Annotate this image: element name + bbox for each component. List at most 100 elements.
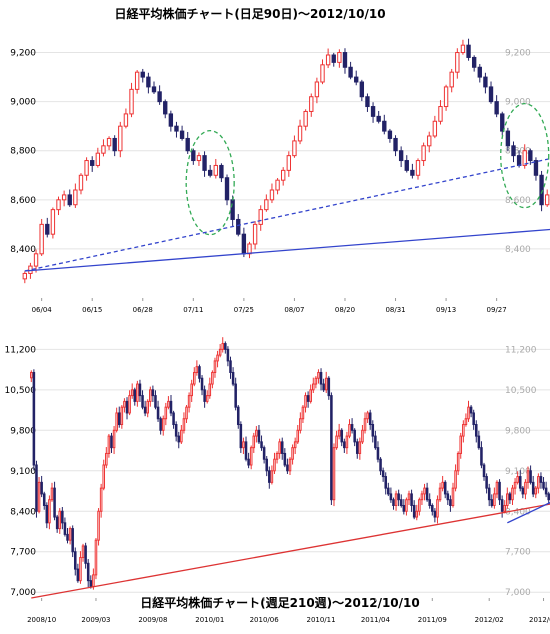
weekly-candle bbox=[412, 504, 416, 518]
weekly-candle bbox=[299, 418, 302, 431]
daily-x-tick-label: 09/13 bbox=[436, 306, 456, 314]
weekly-candle bbox=[164, 406, 168, 420]
weekly-candle bbox=[389, 493, 393, 501]
daily-candle bbox=[67, 194, 72, 206]
weekly-y-tick-label: 9,800 bbox=[10, 426, 36, 436]
daily-candle bbox=[449, 71, 454, 88]
weekly-candle bbox=[247, 458, 250, 466]
weekly-candle bbox=[436, 499, 439, 518]
daily-candle bbox=[511, 145, 516, 157]
daily-candle bbox=[118, 125, 123, 152]
weekly-candle bbox=[203, 389, 206, 402]
daily-candle bbox=[443, 86, 449, 108]
weekly-candle bbox=[368, 412, 372, 426]
weekly-candle bbox=[200, 377, 204, 391]
weekly-candle bbox=[151, 389, 155, 397]
weekly-candle bbox=[425, 487, 429, 501]
weekly-candle bbox=[30, 371, 33, 379]
weekly-candle bbox=[63, 522, 67, 535]
weekly-candle bbox=[66, 533, 69, 541]
weekly-candle bbox=[526, 470, 530, 483]
daily-candle bbox=[528, 150, 533, 162]
weekly-candle bbox=[252, 435, 256, 449]
weekly-candle bbox=[322, 383, 325, 391]
daily-candle bbox=[376, 115, 381, 122]
weekly-candle bbox=[161, 418, 165, 431]
weekly-y-tick-label: 11,200 bbox=[5, 345, 37, 355]
weekly-candle bbox=[485, 476, 488, 489]
daily-candle bbox=[455, 52, 460, 73]
weekly-candle bbox=[156, 406, 160, 420]
daily-x-tick-label: 08/31 bbox=[385, 306, 405, 314]
weekly-candle bbox=[363, 418, 367, 431]
daily-candle bbox=[494, 101, 499, 115]
daily-candle bbox=[415, 160, 421, 176]
weekly-y-tick-label-right: 8,400 bbox=[505, 507, 531, 517]
weekly-candle bbox=[172, 412, 175, 426]
weekly-candle bbox=[337, 429, 341, 437]
daily-candle bbox=[112, 137, 117, 152]
weekly-y-tick-label-right: 11,200 bbox=[505, 345, 537, 355]
weekly-candle bbox=[208, 383, 212, 397]
daily-chart-title: 日経平均株価チャート(日足90日)～2012/10/10 bbox=[114, 6, 385, 21]
daily-candle bbox=[545, 194, 550, 206]
weekly-candle bbox=[229, 360, 232, 373]
weekly-candle bbox=[542, 481, 545, 489]
weekly-candle bbox=[174, 424, 178, 437]
daily-y-tick-label: 8,600 bbox=[10, 196, 36, 206]
weekly-candle bbox=[218, 348, 222, 356]
weekly-y-tick-label-right: 10,500 bbox=[505, 386, 537, 396]
daily-candle bbox=[45, 223, 50, 235]
weekly-candle bbox=[524, 481, 527, 495]
weekly-candle bbox=[371, 424, 375, 437]
weekly-candle bbox=[477, 435, 481, 449]
weekly-candle bbox=[410, 493, 413, 506]
daily-candle bbox=[196, 155, 202, 162]
daily-candle bbox=[354, 76, 359, 83]
weekly-candle bbox=[343, 441, 346, 449]
weekly-candle bbox=[187, 395, 191, 408]
weekly-trendline bbox=[507, 501, 550, 524]
weekly-candle bbox=[273, 458, 276, 472]
weekly-x-tick-label: 2010/11 bbox=[306, 616, 335, 624]
weekly-candle bbox=[53, 487, 56, 518]
weekly-candle bbox=[451, 487, 455, 506]
weekly-x-tick-label: 2011/04 bbox=[361, 616, 391, 624]
weekly-candle bbox=[503, 504, 507, 512]
daily-candle bbox=[202, 155, 207, 171]
weekly-candle bbox=[459, 435, 463, 454]
daily-candle bbox=[106, 137, 112, 147]
weekly-candle bbox=[464, 418, 468, 426]
daily-candle bbox=[61, 194, 67, 201]
daily-candle bbox=[309, 96, 314, 112]
weekly-candle bbox=[94, 539, 98, 576]
daily-candle bbox=[314, 81, 320, 98]
daily-candle bbox=[398, 150, 404, 162]
daily-x-tick-label: 08/20 bbox=[335, 306, 355, 314]
daily-candle bbox=[292, 140, 297, 157]
weekly-candle bbox=[112, 429, 116, 449]
daily-candle bbox=[275, 179, 280, 191]
weekly-candle bbox=[366, 412, 369, 420]
daily-candle bbox=[421, 145, 426, 162]
weekly-candle bbox=[521, 487, 525, 495]
daily-candle bbox=[168, 113, 174, 127]
daily-candle bbox=[303, 110, 308, 127]
daily-candle bbox=[33, 253, 39, 267]
weekly-candle bbox=[234, 383, 237, 408]
daily-candle bbox=[101, 145, 106, 154]
weekly-candle bbox=[493, 493, 496, 506]
weekly-candle bbox=[262, 447, 266, 460]
weekly-candle bbox=[407, 493, 411, 501]
weekly-candle bbox=[446, 493, 450, 501]
daily-candle bbox=[471, 56, 477, 68]
daily-x-tick-label: 06/15 bbox=[82, 306, 102, 314]
weekly-candle bbox=[37, 481, 41, 512]
weekly-candle bbox=[84, 545, 87, 564]
weekly-candle bbox=[244, 441, 248, 460]
weekly-candle bbox=[314, 377, 318, 385]
weekly-candle bbox=[312, 383, 315, 391]
weekly-candle bbox=[198, 366, 201, 379]
weekly-candle bbox=[226, 348, 230, 362]
